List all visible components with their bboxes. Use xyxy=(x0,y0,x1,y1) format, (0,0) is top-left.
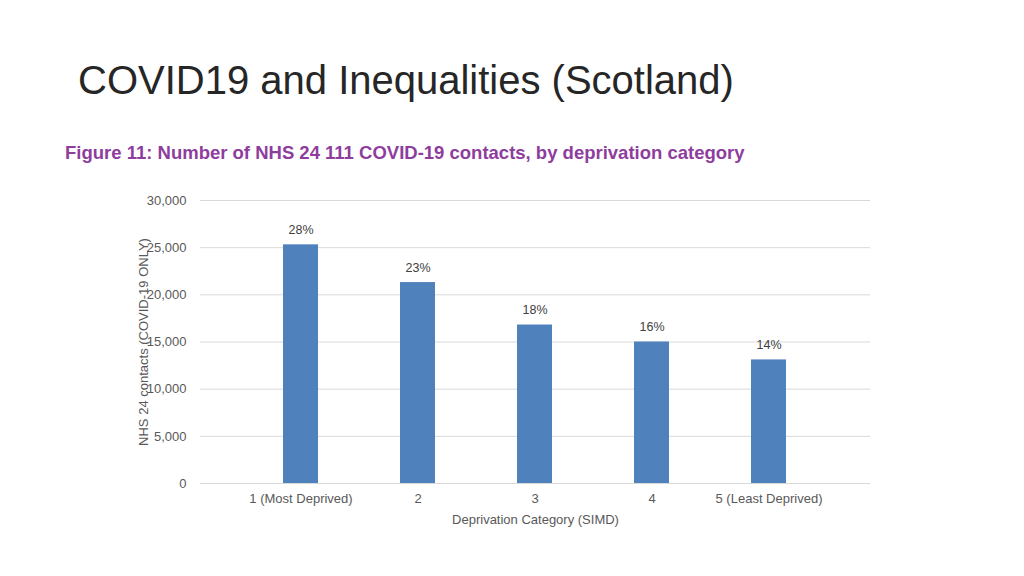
svg-text:3: 3 xyxy=(531,491,538,506)
html-text:COVID19 and Inequalities (Scot: COVID19 and Inequalities (Scotland) xyxy=(78,58,734,102)
svg-text:16%: 16% xyxy=(639,320,664,334)
svg-text:4: 4 xyxy=(648,491,655,506)
svg-text:NHS 24 contacts (COVID-19 ONLY: NHS 24 contacts (COVID-19 ONLY) xyxy=(136,238,151,446)
svg-text:30,000: 30,000 xyxy=(147,193,187,208)
svg-text:10,000: 10,000 xyxy=(147,381,187,396)
svg-text:28%: 28% xyxy=(288,223,313,237)
svg-text:15,000: 15,000 xyxy=(147,334,187,349)
svg-text:2: 2 xyxy=(414,491,421,506)
svg-text:18%: 18% xyxy=(522,303,547,317)
html-text:Figure 11: Number of NHS 24 11: Figure 11: Number of NHS 24 111 COVID-19… xyxy=(65,142,745,163)
svg-text:5 (Least Deprived): 5 (Least Deprived) xyxy=(716,491,823,506)
svg-text:0: 0 xyxy=(179,476,186,491)
svg-text:5,000: 5,000 xyxy=(154,428,187,443)
svg-text:1 (Most Deprived): 1 (Most Deprived) xyxy=(249,491,352,506)
svg-text:20,000: 20,000 xyxy=(147,287,187,302)
svg-text:23%: 23% xyxy=(405,261,430,275)
svg-text:25,000: 25,000 xyxy=(147,240,187,255)
svg-text:Deprivation Category (SIMD): Deprivation Category (SIMD) xyxy=(452,512,619,527)
svg-text:14%: 14% xyxy=(756,338,781,352)
